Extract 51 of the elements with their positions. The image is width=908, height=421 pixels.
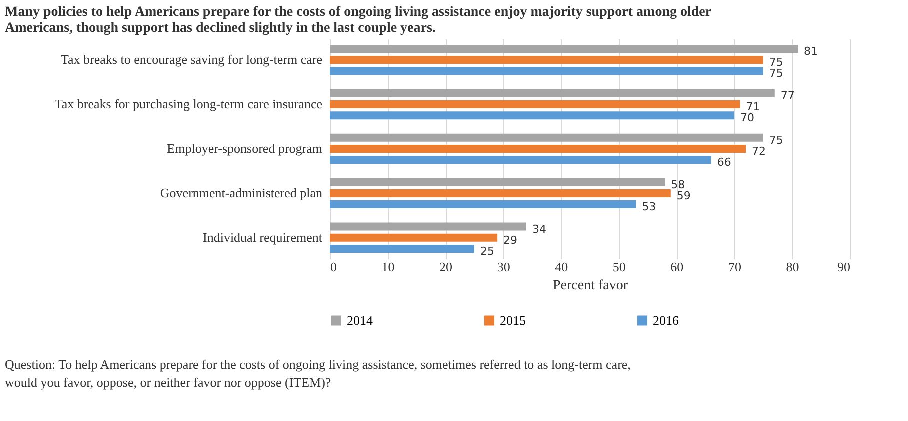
x-tick-label: 40	[555, 260, 568, 274]
data-label: 75	[769, 56, 784, 70]
data-label: 75	[769, 67, 784, 80]
y-tick-label: Employer-sponsored program	[167, 141, 322, 156]
x-tick-label: 20	[440, 260, 453, 274]
data-label: 59	[676, 189, 691, 202]
data-label: 70	[740, 112, 754, 125]
bar	[330, 145, 746, 153]
data-label: 71	[746, 100, 760, 114]
y-tick-label: Government-administered plan	[160, 185, 323, 200]
y-tick-label: Tax breaks for purchasing long-term care insurance	[54, 96, 323, 112]
bar	[330, 112, 734, 120]
bar	[330, 156, 712, 164]
legend-label: 2014	[347, 312, 374, 328]
data-label: 58	[671, 178, 686, 192]
chart-title: Many policies to help Americans prepare for the costs of ongoing living assistance enjoy majority support among older Americans, though support has declined slightly in the last couple years.	[5, 5, 712, 36]
data-label: 72	[752, 145, 766, 158]
x-tick-label: 0	[330, 260, 337, 274]
x-tick-label: 80	[786, 260, 800, 274]
bar	[330, 67, 764, 76]
bar	[330, 189, 671, 198]
x-tick-label: 30	[497, 260, 510, 274]
x-tick-label: 60	[670, 260, 684, 274]
data-label: 66	[717, 156, 732, 170]
y-tick-label: Tax breaks to encourage saving for long-term care	[60, 52, 323, 68]
x-tick-label: 10	[382, 260, 395, 274]
x-tick-label: 50	[612, 260, 626, 274]
data-label: 75	[769, 134, 784, 147]
bar	[330, 222, 526, 231]
x-axis-title: Percent favor	[552, 278, 628, 294]
y-tick-label: Individual requirement	[203, 230, 323, 245]
bar	[330, 200, 636, 209]
legend-label: 2016	[653, 312, 680, 328]
bar	[330, 89, 775, 98]
data-label: 34	[532, 222, 546, 236]
x-tick-label: 70	[728, 260, 742, 274]
bar	[330, 56, 764, 64]
bar	[330, 134, 764, 142]
data-label: 29	[504, 234, 518, 247]
data-label: 25	[480, 245, 494, 258]
data-label: 53	[642, 200, 656, 214]
text: Question: To help Americans prepare for the costs of ongoing living assistance, sometimes referred to as long-term care, would you favor, oppose, or neither favor nor oppose (ITEM)?	[5, 357, 631, 390]
bar	[330, 245, 474, 253]
x-tick-label: 90	[838, 260, 850, 274]
data-label: 81	[804, 45, 818, 58]
data-label: 77	[780, 89, 795, 102]
bar	[330, 178, 666, 186]
bar	[330, 100, 740, 109]
bar	[330, 234, 498, 242]
bar	[330, 45, 798, 53]
legend-label: 2015	[500, 312, 526, 328]
